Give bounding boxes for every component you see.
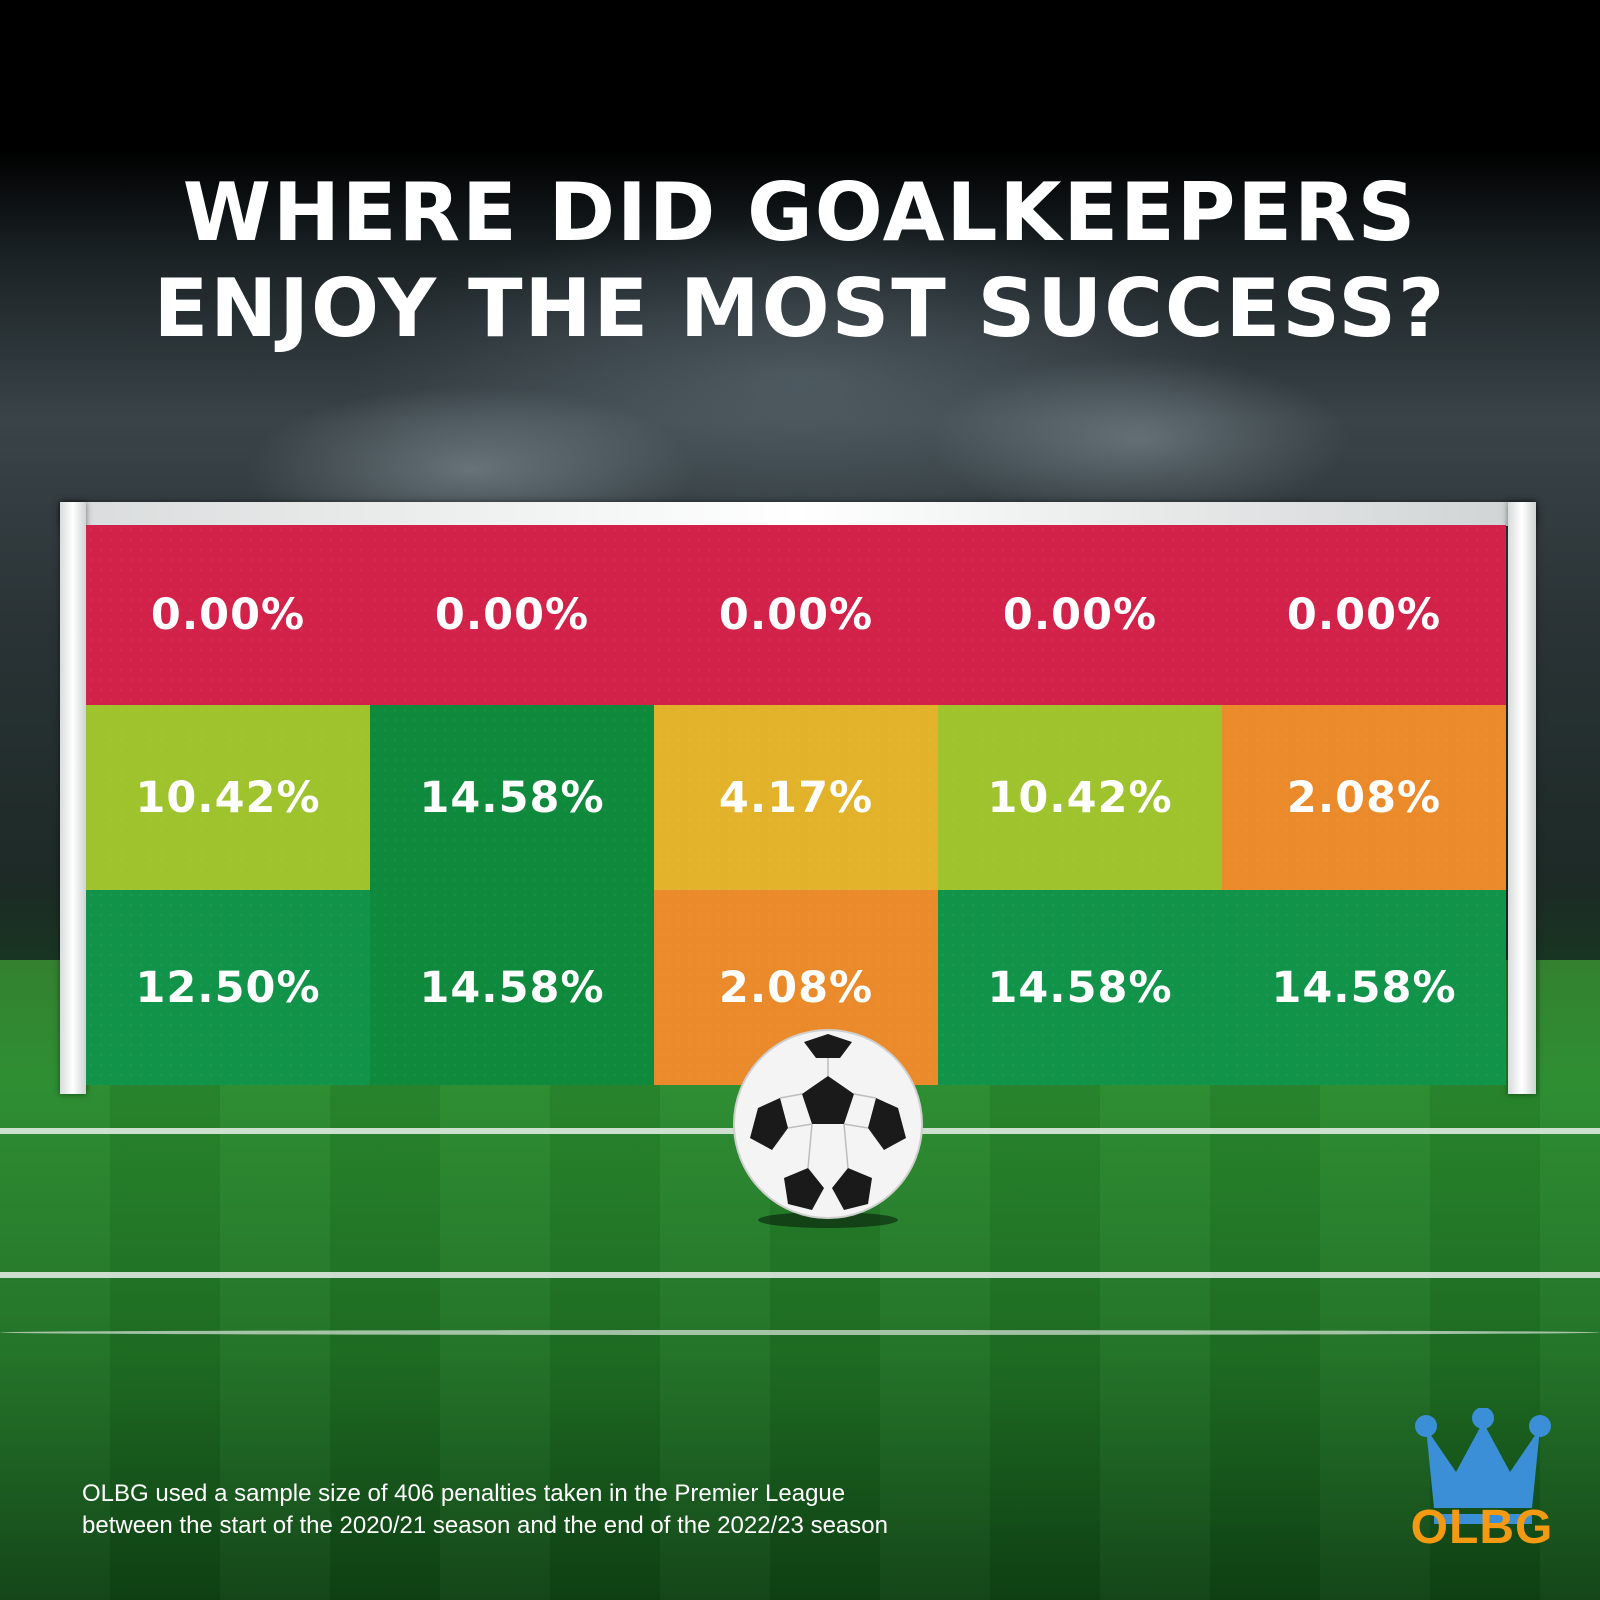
- heatmap-cell: 4.17%: [654, 705, 938, 890]
- heatmap-cell: 0.00%: [654, 525, 938, 705]
- heatmap-cell: 14.58%: [1222, 890, 1506, 1085]
- footnote-line-2: between the start of the 2020/21 season …: [82, 1512, 888, 1539]
- goal-right-post: [1508, 502, 1536, 1094]
- chart-title: WHERE DID GOALKEEPERS ENJOY THE MOST SUC…: [0, 165, 1600, 357]
- football-icon: [733, 1029, 923, 1228]
- heatmap-cell: 14.58%: [938, 890, 1222, 1085]
- footnote-line-1: OLBG used a sample size of 406 penalties…: [82, 1480, 846, 1507]
- heatmap-cell: 12.50%: [86, 890, 370, 1085]
- heatmap-cell: 0.00%: [1222, 525, 1506, 705]
- heatmap-cell: 0.00%: [938, 525, 1222, 705]
- heatmap-cell: 0.00%: [86, 525, 370, 705]
- heatmap-cell: 0.00%: [370, 525, 654, 705]
- heatmap-cell: 14.58%: [370, 705, 654, 890]
- heatmap-cell: 10.42%: [86, 705, 370, 890]
- brand-logo-text: OLBG: [1410, 1501, 1554, 1554]
- footnote: OLBG used a sample size of 406 penalties…: [82, 1478, 1082, 1542]
- goal-left-post: [60, 502, 86, 1094]
- crown-icon: [1415, 1408, 1551, 1524]
- heatmap-cell: 14.58%: [370, 890, 654, 1085]
- arc-line: [0, 1330, 1600, 1335]
- title-line-2: ENJOY THE MOST SUCCESS?: [153, 262, 1447, 355]
- title-line-1: WHERE DID GOALKEEPERS: [182, 166, 1418, 259]
- box-line: [0, 1272, 1600, 1278]
- goal-crossbar: [60, 502, 1536, 526]
- heatmap-cell: 2.08%: [1222, 705, 1506, 890]
- heatmap-cell: 10.42%: [938, 705, 1222, 890]
- heatmap-grid: 0.00% 0.00% 0.00% 0.00% 0.00% 10.42% 14.58% 4.1…: [86, 525, 1506, 1085]
